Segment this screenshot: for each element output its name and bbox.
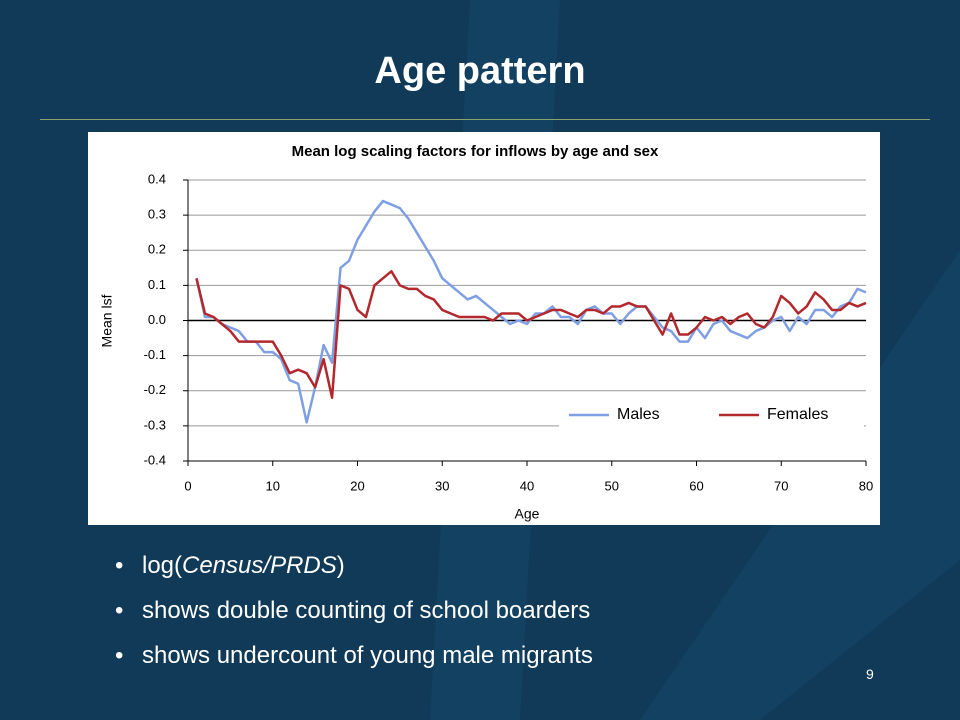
page-number: 9	[866, 666, 874, 682]
bullet-text: log(	[142, 552, 183, 579]
slide-title: Age pattern	[374, 50, 586, 92]
bullet-text: shows double counting of school boarders	[142, 597, 591, 624]
bullet-text: )	[336, 552, 345, 579]
x-tick-label: 0	[184, 478, 191, 493]
bullet: log(Census/PRDS)	[115, 552, 593, 597]
y-tick-label: 0.2	[148, 242, 166, 257]
legend-label: Females	[767, 406, 828, 423]
y-axis-label: Mean lsf	[99, 294, 115, 347]
bullet-list: log(Census/PRDS) shows double counting o…	[115, 552, 593, 687]
y-tick-label: 0.4	[148, 171, 166, 186]
title-rule	[40, 119, 930, 120]
x-tick-label: 70	[774, 478, 788, 493]
bullet-text-italic: Census/PRDS	[182, 552, 337, 579]
chart-title: Mean log scaling factors for inflows by …	[292, 143, 659, 160]
chart-background	[88, 132, 880, 525]
chart: Mean log scaling factors for inflows by …	[88, 132, 880, 525]
x-tick-label: 50	[605, 478, 619, 493]
x-tick-label: 60	[689, 478, 703, 493]
y-tick-label: -0.4	[144, 452, 166, 467]
x-tick-label: 40	[520, 478, 534, 493]
y-tick-label: -0.3	[144, 417, 166, 432]
bullet-text: shows undercount of young male migrants	[142, 642, 593, 669]
y-tick-label: 0.1	[148, 277, 166, 292]
x-tick-label: 10	[266, 478, 280, 493]
y-tick-label: -0.1	[144, 347, 166, 362]
bullet: shows double counting of school boarders	[115, 597, 593, 642]
legend-label: Males	[617, 406, 660, 423]
x-tick-label: 20	[350, 478, 364, 493]
x-tick-label: 30	[435, 478, 449, 493]
y-tick-label: -0.2	[144, 382, 166, 397]
x-tick-label: 80	[859, 478, 873, 493]
y-tick-label: 0.3	[148, 207, 166, 222]
data-line	[195, 270, 867, 400]
y-tick-label: 0.0	[148, 312, 166, 327]
legend-background	[559, 397, 864, 433]
x-axis-label: Age	[515, 506, 540, 522]
bullet: shows undercount of young male migrants	[115, 642, 593, 687]
